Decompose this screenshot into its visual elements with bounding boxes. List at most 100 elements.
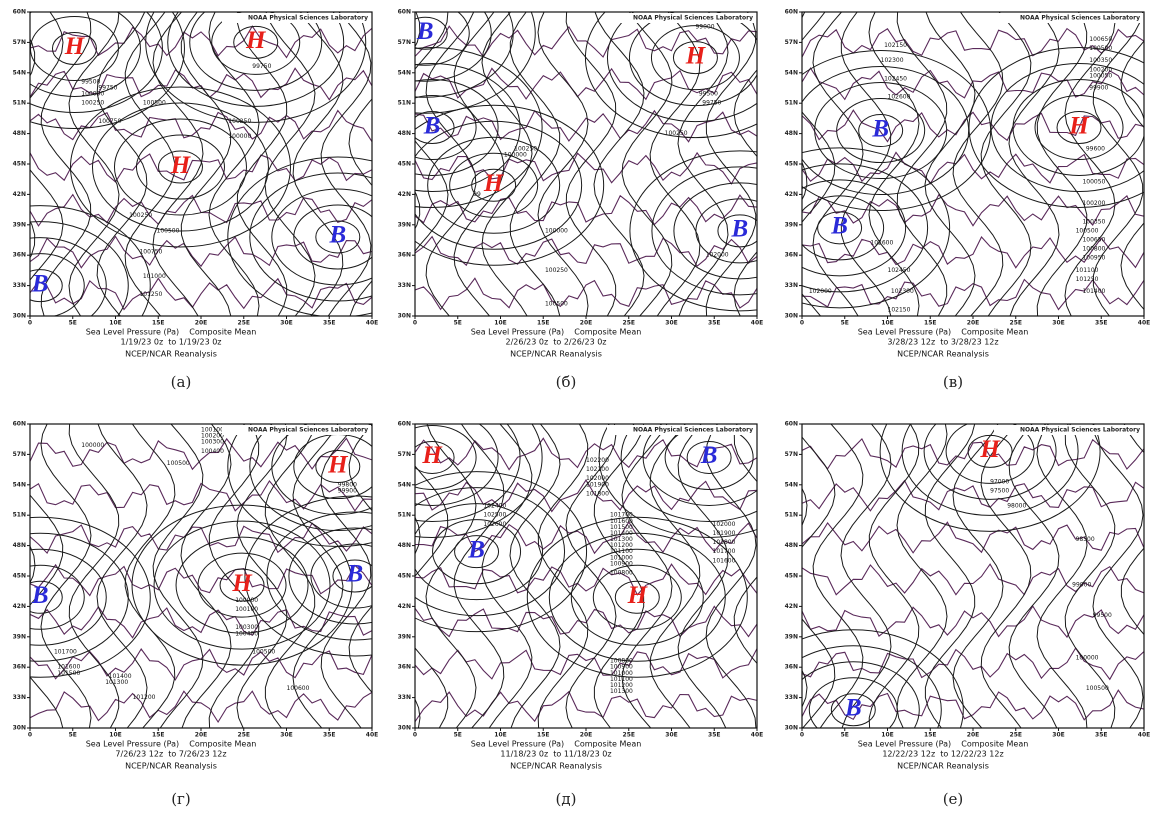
isobar <box>453 424 505 728</box>
isobar-ring <box>415 12 470 66</box>
lat-label: 57N <box>398 451 411 458</box>
isobar <box>980 12 1032 316</box>
isobar <box>621 12 673 316</box>
isobar-ring <box>415 104 605 266</box>
isobar-label: 100250 <box>665 130 688 137</box>
isobar-ring <box>830 693 876 727</box>
isobar-label: 100250 <box>129 212 152 219</box>
coastline <box>30 25 372 59</box>
coastline <box>802 67 1144 101</box>
credit-bg <box>994 13 1143 23</box>
lat-label: 42N <box>398 603 411 610</box>
isobar-ring <box>628 12 757 107</box>
isobar-label: 102450 <box>884 75 907 82</box>
lat-label: 57N <box>13 451 26 458</box>
isobar-ring <box>189 12 323 91</box>
subtitle: Sea Level Pressure (Pa) Composite Mean <box>471 740 642 749</box>
isobar-label: 101300 <box>105 679 128 686</box>
lat-label: 36N <box>785 252 798 259</box>
isobar <box>152 424 204 728</box>
isobar-ring <box>415 424 477 490</box>
isobar <box>952 12 1004 316</box>
map-panel: 1022001021001020001019001018001024001025… <box>398 421 764 809</box>
coastline <box>30 563 372 597</box>
isobar <box>649 12 701 316</box>
isobar <box>537 12 589 316</box>
isobar-ring <box>858 114 904 148</box>
isobar-label: 101100 <box>610 676 633 683</box>
lat-label: 42N <box>785 603 798 610</box>
isobar-ring <box>30 564 85 630</box>
lon-label: 30E <box>1052 320 1064 327</box>
lon-label: 35E <box>708 320 720 327</box>
source: NCEP/NCAR Reanalysis <box>897 350 989 359</box>
pressure-center: H <box>327 451 349 478</box>
lat-label: 39N <box>785 221 798 228</box>
pressure-center: B <box>731 216 749 243</box>
isobar-label: 101700 <box>610 512 633 519</box>
isobar-label: 100500 <box>157 227 180 234</box>
coastline <box>802 521 1144 554</box>
isobar <box>509 12 561 316</box>
lat-label: 45N <box>785 161 798 168</box>
isobar <box>1064 12 1116 316</box>
isobar-ring <box>923 424 1057 500</box>
isobar <box>320 12 372 316</box>
isobar-ring <box>332 559 372 593</box>
isobar-ring <box>945 424 1035 484</box>
coastline <box>802 605 1144 639</box>
lat-label: 45N <box>398 573 411 580</box>
isobar-ring <box>415 79 499 177</box>
isobar-label: 100000 <box>545 227 568 234</box>
isobar-ring <box>415 424 499 506</box>
map-panel: 9950099750100000100250100750100500100250… <box>13 9 379 392</box>
lon-label: 5E <box>454 320 462 327</box>
lat-label: 54N <box>398 69 411 76</box>
isobar-ring <box>211 12 301 75</box>
lon-label: 15E <box>537 320 549 327</box>
isobar-ring <box>30 516 151 678</box>
lat-label: 39N <box>785 633 798 640</box>
source: NCEP/NCAR Reanalysis <box>125 350 217 359</box>
isobar <box>980 424 1032 728</box>
credit-bg <box>222 13 371 23</box>
isobar-label: 100600 <box>287 685 310 692</box>
lat-label: 57N <box>398 39 411 46</box>
pressure-center: H <box>483 170 505 197</box>
lat-label: 45N <box>13 161 26 168</box>
subtitle: Sea Level Pressure (Pa) Composite Mean <box>86 328 257 337</box>
lon-label: 35E <box>1095 320 1107 327</box>
coastline <box>415 235 757 268</box>
pressure-center: H <box>1068 112 1090 139</box>
lon-label: 25E <box>1010 320 1022 327</box>
isobar-ring <box>293 204 372 270</box>
lon-label: 10E <box>494 732 506 739</box>
isobar-ring <box>157 150 203 184</box>
isobar-ring <box>315 450 361 484</box>
isobar-label: 100800 <box>610 658 633 665</box>
coastline <box>802 647 1144 681</box>
isobar-ring <box>672 41 718 75</box>
lat-label: 51N <box>785 100 798 107</box>
isobar <box>509 424 561 728</box>
isobar-label: 102150 <box>884 42 907 49</box>
isobar-ring <box>814 82 948 180</box>
lat-label: 48N <box>398 130 411 137</box>
isobar-ring <box>802 163 929 293</box>
isobar <box>425 424 477 728</box>
lon-label: 5E <box>69 320 77 327</box>
caption: (а) <box>171 373 192 391</box>
lat-label: 39N <box>13 633 26 640</box>
lat-label: 30N <box>13 725 26 732</box>
isobar-ring <box>30 269 63 303</box>
lat-label: 33N <box>13 694 26 701</box>
isobar-label: 100800 <box>1082 246 1105 253</box>
lat-label: 48N <box>398 542 411 549</box>
lat-label: 54N <box>13 69 26 76</box>
isobar-label: 102100 <box>586 466 609 473</box>
isobar-label: 100900 <box>610 664 633 671</box>
isobar-label: 100000 <box>81 442 104 449</box>
isobar-ring <box>415 120 583 250</box>
pressure-center: H <box>421 442 443 469</box>
